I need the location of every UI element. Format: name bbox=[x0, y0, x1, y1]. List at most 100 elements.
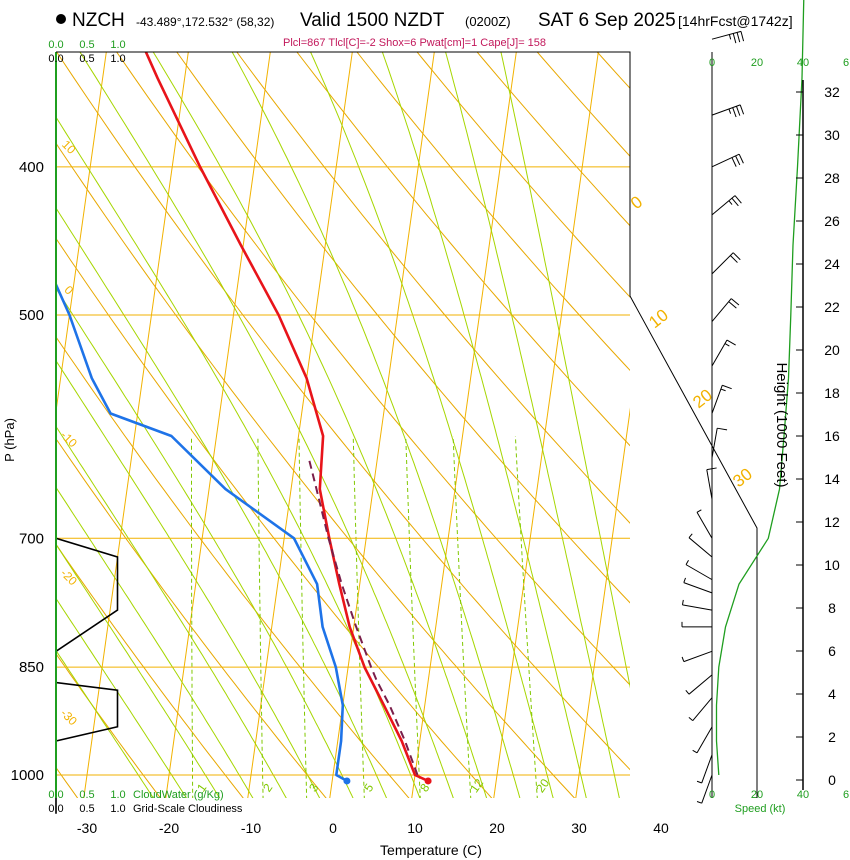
speed-tick-top: 6 bbox=[843, 57, 849, 69]
height-tick-label: 24 bbox=[824, 256, 840, 272]
dry-adiabat-line bbox=[56, 52, 630, 771]
wind-barb-feather bbox=[730, 255, 738, 263]
sounding-series bbox=[56, 52, 432, 785]
y-tick-label: 1000 bbox=[11, 767, 44, 784]
wind-speed-profile bbox=[715, 0, 805, 776]
isotherm-line bbox=[493, 52, 599, 798]
height-axis-label: Height (1000 Feet) bbox=[773, 362, 790, 487]
valid-time: Valid 1500 NZDT bbox=[300, 10, 445, 31]
wind-barb-feather bbox=[739, 104, 745, 115]
valid-time-utc: (0200Z) bbox=[465, 14, 511, 29]
cloudiness-label: Grid-Scale Cloudiness bbox=[133, 803, 243, 815]
speed-tick-top: 0 bbox=[709, 57, 715, 69]
cloudiness-tick-bottom: 0.5 bbox=[79, 803, 94, 815]
wind-barb-shaft bbox=[685, 564, 713, 581]
moist-adiabat-line bbox=[381, 52, 587, 798]
dry-adiabat-line bbox=[595, 0, 850, 814]
cloudwater-tick-top: 0.5 bbox=[79, 39, 94, 51]
wind-barb-feather bbox=[735, 106, 741, 116]
wind-barb-shaft bbox=[711, 104, 741, 116]
y-tick-label: 400 bbox=[19, 159, 44, 176]
cloudwater-tick-bottom: 0.0 bbox=[48, 789, 63, 801]
wind-barb-half-feather bbox=[728, 108, 732, 114]
speed-tick-top: 40 bbox=[797, 57, 809, 69]
isotherm-line bbox=[656, 0, 790, 814]
wind-barb-shaft bbox=[711, 252, 734, 275]
wind-barb-shaft bbox=[711, 298, 732, 322]
wind-barb-half-feather bbox=[681, 656, 685, 662]
height-tick-label: 10 bbox=[824, 557, 840, 573]
wind-barb-shaft bbox=[711, 153, 740, 168]
moist-adiabat-line bbox=[56, 425, 287, 798]
x-tick-label: 40 bbox=[653, 820, 669, 836]
wind-barb-shaft bbox=[711, 428, 718, 458]
isotherm-line bbox=[247, 52, 353, 798]
isotherm-line bbox=[329, 52, 435, 798]
wind-barb-shaft bbox=[706, 469, 713, 500]
speed-label: Speed (kt) bbox=[735, 803, 786, 815]
dry-adiabat-line bbox=[476, 52, 630, 227]
wind-barb-feather bbox=[736, 32, 741, 43]
mixing-ratio-line bbox=[452, 435, 472, 798]
isobars bbox=[56, 166, 630, 776]
cloudwater-tick-bottom: 1.0 bbox=[110, 789, 125, 801]
mixing-ratio-label: 20 bbox=[533, 776, 552, 795]
dry-adiabat-line bbox=[56, 237, 493, 798]
surface-temperature-point bbox=[424, 777, 432, 785]
isotherm-label: -10 bbox=[58, 428, 80, 450]
mixing-ratio-line bbox=[298, 435, 308, 798]
height-tick-label: 20 bbox=[824, 342, 840, 358]
wind-barb-shaft bbox=[682, 604, 713, 611]
height-tick-label: 28 bbox=[824, 170, 840, 186]
mixing-ratio-line bbox=[405, 435, 421, 798]
wind-barb-half-feather bbox=[728, 34, 732, 40]
speed-tick-bottom: 6 bbox=[843, 789, 849, 801]
moist-adiabat-line bbox=[56, 543, 221, 798]
speed-tick-top: 20 bbox=[751, 57, 763, 69]
x-tick-label: 20 bbox=[489, 820, 505, 836]
height-tick-label: 6 bbox=[828, 643, 836, 659]
wind-barb-shaft bbox=[692, 697, 713, 721]
sounding-parameters: Plcl=867 Tlcl[C]=-2 Shox=6 Pwat[cm]=1 Ca… bbox=[283, 37, 547, 49]
y-tick-label: 700 bbox=[19, 530, 44, 547]
dry-adiabat-line bbox=[356, 52, 630, 372]
isotherm-label: 10 bbox=[59, 137, 79, 157]
wind-barb-feather bbox=[732, 107, 737, 118]
wind-barb-feather bbox=[731, 157, 737, 167]
wind-barb-half-feather bbox=[681, 599, 684, 605]
wind-barb-shaft bbox=[688, 674, 713, 695]
height-tick-label: 4 bbox=[828, 686, 836, 702]
cloudiness-tick-bottom: 1.0 bbox=[110, 803, 125, 815]
dry-adiabat-line bbox=[176, 52, 630, 604]
wind-barb-shaft bbox=[683, 650, 713, 663]
cloudiness-tick-top: 0.0 bbox=[48, 53, 63, 65]
mixing-ratio-label: 2 bbox=[260, 781, 275, 795]
isotherms bbox=[56, 0, 790, 814]
wind-barb-half-feather bbox=[685, 560, 689, 565]
mixing-ratio-label: 5 bbox=[361, 781, 376, 795]
wind-barb-shaft bbox=[711, 30, 742, 40]
dry-adiabat-line bbox=[416, 52, 630, 298]
dry-adiabat-line bbox=[236, 52, 630, 524]
moist-adiabat-line bbox=[56, 649, 154, 798]
wind-barb-feather bbox=[735, 155, 741, 166]
wind-barb-shaft bbox=[711, 195, 736, 216]
moist-adiabat-line bbox=[152, 52, 488, 798]
moist-adiabat-line bbox=[445, 52, 620, 798]
wind-barb-shaft bbox=[696, 726, 713, 754]
wind-barb-half-feather bbox=[688, 533, 693, 539]
wind-barb-half-feather bbox=[692, 749, 698, 754]
plot-frame-outline bbox=[56, 51, 758, 798]
x-tick-label: -30 bbox=[77, 820, 97, 836]
isotherm-line bbox=[56, 52, 107, 415]
moist-adiabat-line bbox=[56, 287, 354, 798]
x-tick-label: 10 bbox=[407, 820, 423, 836]
cloudiness-tick-top: 0.5 bbox=[79, 53, 94, 65]
dry-adiabat-line bbox=[296, 52, 630, 447]
mixing-ratio-lines bbox=[191, 435, 538, 798]
moist-adiabat-line bbox=[231, 52, 521, 798]
parcel-line bbox=[307, 457, 419, 776]
dewpoint-line bbox=[56, 281, 348, 783]
dry-adiabat-line bbox=[56, 142, 576, 798]
dry-adiabat-line bbox=[116, 52, 630, 686]
